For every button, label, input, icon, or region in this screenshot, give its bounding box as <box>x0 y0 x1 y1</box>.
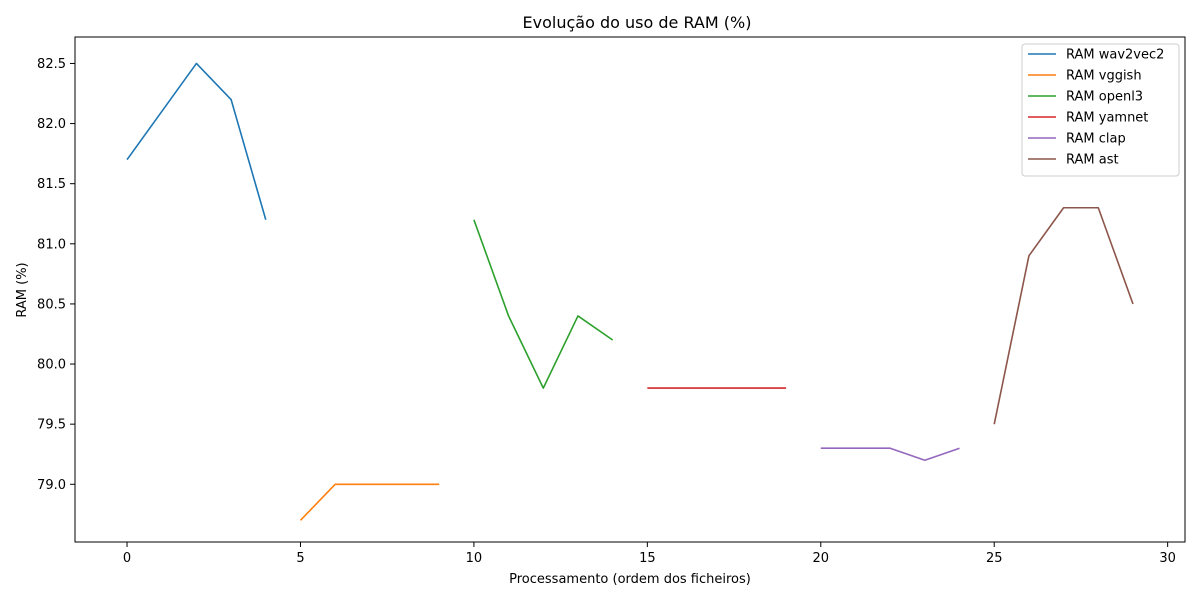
series-line-1 <box>299 483 440 521</box>
y-tick-label: 80.5 <box>37 297 66 312</box>
x-tick-label: 15 <box>639 551 656 566</box>
axis-ticks: 0 5 10 15 20 25 30 79.0 79.5 80.0 80.5 81.0 81.5 82.0… <box>37 57 1176 566</box>
y-tick-label: 82.0 <box>37 117 66 132</box>
x-tick-label: 30 <box>1159 551 1176 566</box>
legend: RAM wav2vec2 RAM vggish RAM openl3 RAM yamn… <box>1021 43 1180 177</box>
y-tick-label: 79.0 <box>37 478 66 493</box>
x-tick-label: 25 <box>986 551 1003 566</box>
chart-title: Evolução do uso de RAM (%) <box>523 13 752 32</box>
legend-box <box>1021 43 1180 177</box>
y-tick-label: 79.5 <box>37 418 66 433</box>
legend-entry: RAM wav2vec2 <box>1066 48 1164 63</box>
y-tick-label: 80.0 <box>37 358 66 373</box>
x-tick-label: 0 <box>123 551 131 566</box>
x-tick-label: 5 <box>296 551 304 566</box>
x-tick-label: 20 <box>813 551 830 566</box>
legend-entry: RAM vggish <box>1066 69 1142 84</box>
y-axis-label: RAM (%) <box>15 262 30 317</box>
series-line-5 <box>993 206 1134 425</box>
series-line-2 <box>473 219 614 389</box>
legend-entry: RAM openl3 <box>1066 90 1143 105</box>
legend-entry: RAM yamnet <box>1066 111 1148 126</box>
plot-area-frame <box>74 36 1186 543</box>
legend-entry: RAM clap <box>1066 132 1126 147</box>
series-line-4 <box>820 447 960 462</box>
x-axis-label: Processamento (ordem dos ficheiros) <box>509 572 751 587</box>
series-lines <box>126 62 1134 521</box>
y-tick-label: 82.5 <box>37 57 66 72</box>
y-tick-label: 81.0 <box>37 237 66 252</box>
y-tick-label: 81.5 <box>37 177 66 192</box>
series-line-0 <box>126 62 267 220</box>
legend-entry: RAM ast <box>1066 153 1119 168</box>
x-tick-label: 10 <box>466 551 483 566</box>
